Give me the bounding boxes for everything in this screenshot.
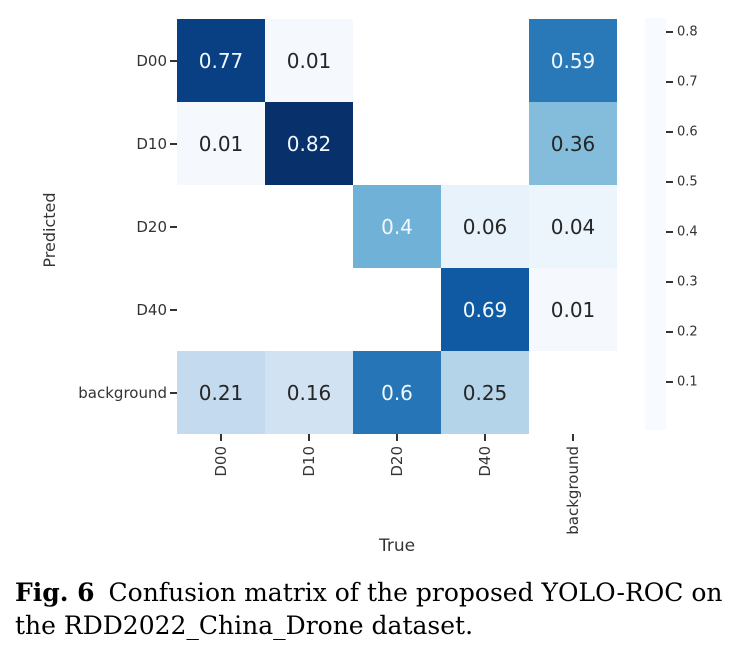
- heatmap-cell: [441, 19, 529, 102]
- y-tick-label: D10: [136, 134, 167, 153]
- heatmap-cell: [353, 19, 441, 102]
- x-tick-mark: [220, 434, 222, 441]
- colorbar-tick-mark: [666, 80, 673, 83]
- x-tick-mark: [572, 434, 574, 441]
- cell-value: 0.36: [550, 131, 596, 156]
- x-tick-label: D20: [388, 446, 406, 477]
- heatmap-cell: [441, 102, 529, 185]
- heatmap-cell: [177, 268, 265, 351]
- cell-value: 0.21: [198, 380, 244, 405]
- colorbar-tick-label: 0.3: [677, 274, 698, 289]
- colorbar-tick-label: 0.1: [677, 374, 698, 389]
- colorbar-tick-mark: [666, 30, 673, 33]
- x-tick-label: background: [564, 446, 582, 535]
- colorbar-tick-label: 0.8: [677, 24, 698, 39]
- y-tick-mark: [170, 59, 177, 62]
- heatmap-cell: [265, 268, 353, 351]
- cell-value: 0.01: [286, 48, 332, 73]
- cell-value: 0.59: [550, 48, 596, 73]
- cell-value: 0.6: [381, 380, 413, 405]
- cell-value: 0.04: [550, 214, 596, 239]
- y-tick-label: D00: [136, 51, 167, 70]
- colorbar-tick-mark: [666, 380, 673, 383]
- heatmap-cell: 0.25: [441, 351, 529, 434]
- x-tick-label: D40: [476, 446, 494, 477]
- cell-value: 0.4: [381, 214, 413, 239]
- y-tick-mark: [170, 391, 177, 394]
- x-tick-mark: [396, 434, 398, 441]
- heatmap-cell: 0.82: [265, 102, 353, 185]
- heatmap-cell: 0.77: [177, 19, 265, 102]
- x-tick-label: D10: [300, 446, 318, 477]
- cell-value: 0.69: [462, 297, 508, 322]
- cell-value: 0.01: [550, 297, 596, 322]
- heatmap-cell: 0.16: [265, 351, 353, 434]
- x-axis-title: True: [378, 536, 416, 556]
- x-tick-label: D00: [212, 446, 230, 477]
- heatmap-cell: [353, 268, 441, 351]
- heatmap-cell: 0.04: [529, 185, 617, 268]
- heatmap-cell: 0.36: [529, 102, 617, 185]
- cell-value: 0.25: [462, 380, 508, 405]
- colorbar-tick-label: 0.4: [677, 224, 698, 239]
- heatmap-cell: 0.01: [177, 102, 265, 185]
- colorbar-tick-mark: [666, 330, 673, 333]
- heatmap-cell: 0.4: [353, 185, 441, 268]
- heatmap-cell: 0.59: [529, 19, 617, 102]
- figure-caption-text: Confusion matrix of the proposed YOLO-RO…: [15, 578, 723, 640]
- heatmap-cell: 0.01: [265, 19, 353, 102]
- figure-caption: Fig. 6 Confusion matrix of the proposed Y…: [15, 577, 723, 642]
- colorbar-tick-mark: [666, 180, 673, 183]
- cell-value: 0.01: [198, 131, 244, 156]
- heatmap-cell: 0.21: [177, 351, 265, 434]
- heatmap-cell: 0.69: [441, 268, 529, 351]
- heatmap-cell: [529, 351, 617, 434]
- cell-value: 0.16: [286, 380, 332, 405]
- heatmap-cell: [265, 185, 353, 268]
- figure-caption-label: Fig. 6: [15, 578, 95, 607]
- colorbar-tick-mark: [666, 230, 673, 233]
- heatmap-cell: [353, 102, 441, 185]
- heatmap-grid: 0.77 0.01 0.59 0.01 0.82 0.36 0.4 0.06 0.04 0.69 0…: [177, 19, 617, 434]
- colorbar-tick-mark: [666, 280, 673, 283]
- y-tick-label: background: [78, 383, 167, 402]
- cell-value: 0.06: [462, 214, 508, 239]
- heatmap-cell: 0.06: [441, 185, 529, 268]
- colorbar-tick-label: 0.2: [677, 324, 698, 339]
- y-axis-title: Predicted: [40, 192, 59, 268]
- heatmap-cell: 0.6: [353, 351, 441, 434]
- y-tick-mark: [170, 142, 177, 145]
- colorbar-tick-label: 0.5: [677, 174, 698, 189]
- y-tick-mark: [170, 225, 177, 228]
- x-tick-mark: [308, 434, 310, 441]
- heatmap-cell: [177, 185, 265, 268]
- colorbar-tick-label: 0.6: [677, 124, 698, 139]
- y-tick-label: D40: [136, 300, 167, 319]
- colorbar-tick-mark: [666, 130, 673, 133]
- heatmap-cell: 0.01: [529, 268, 617, 351]
- colorbar: [645, 18, 666, 430]
- heatmap-plot: Predicted True 0.77 0.01 0.59 0.01 0.82 0.36 0…: [40, 18, 698, 556]
- cell-value: 0.77: [198, 48, 244, 73]
- cell-value: 0.82: [286, 131, 332, 156]
- y-tick-label: D20: [136, 217, 167, 236]
- x-tick-mark: [484, 434, 486, 441]
- y-tick-mark: [170, 308, 177, 311]
- colorbar-tick-label: 0.7: [677, 74, 698, 89]
